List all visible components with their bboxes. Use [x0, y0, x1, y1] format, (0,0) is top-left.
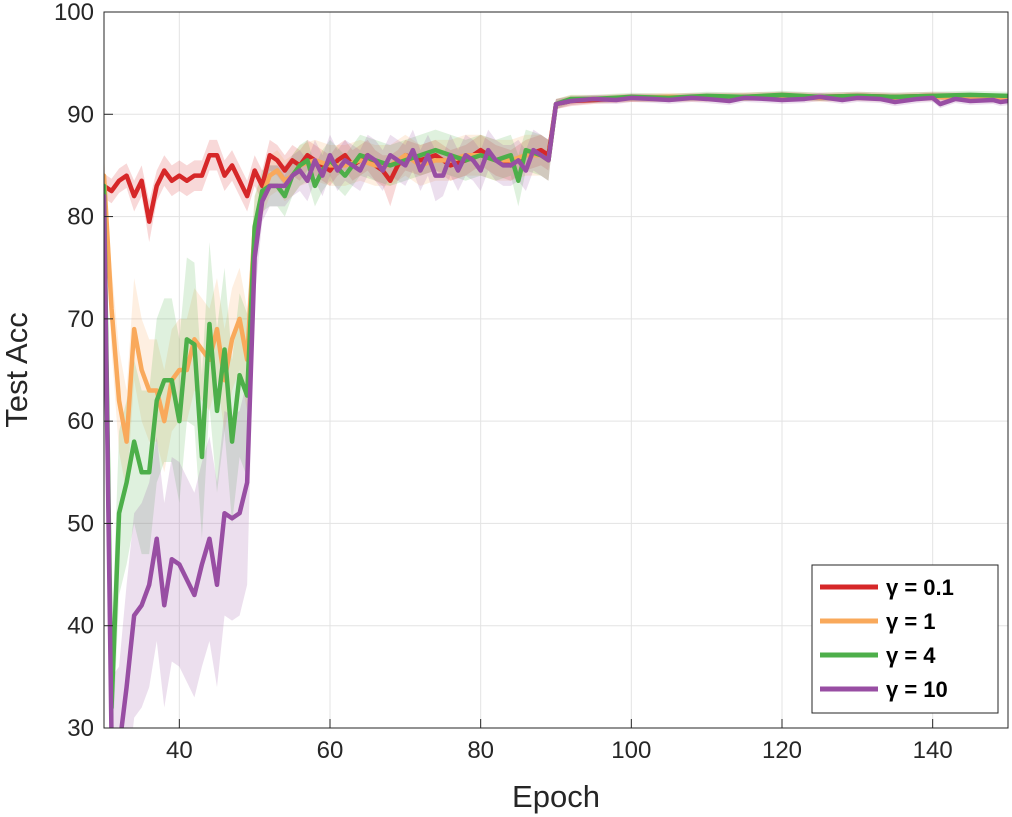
legend-label-3: γ = 10: [886, 677, 948, 702]
legend-label-2: γ = 4: [886, 643, 936, 668]
x-tick-label: 140: [913, 737, 953, 764]
y-tick-label: 90: [67, 101, 94, 128]
x-tick-label: 60: [317, 737, 344, 764]
x-tick-label: 80: [467, 737, 494, 764]
y-tick-label: 80: [67, 204, 94, 231]
y-axis-label: Test Acc: [0, 312, 34, 427]
legend-label-0: γ = 0.1: [886, 575, 954, 600]
y-tick-label: 60: [67, 408, 94, 435]
legend: γ = 0.1 γ = 1 γ = 4 γ = 10: [811, 564, 999, 714]
x-axis-ticks: 40 60 80 100 120 140: [166, 719, 953, 764]
x-tick-label: 120: [762, 737, 802, 764]
plot-frame: [103, 11, 1009, 729]
y-tick-label: 30: [67, 715, 94, 742]
y-axis-ticks: 30 40 50 60 70 80 90 100: [54, 0, 113, 742]
series-band-3: [104, 92, 1008, 728]
legend-label-1: γ = 1: [886, 609, 936, 634]
series-line-3: [104, 94, 1008, 728]
x-tick-label: 40: [166, 737, 193, 764]
x-tick-label: 100: [611, 737, 651, 764]
y-tick-label: 70: [67, 306, 94, 333]
y-tick-label: 40: [67, 613, 94, 640]
x-axis-label: Epoch: [512, 779, 600, 814]
y-tick-label: 50: [67, 510, 94, 537]
series-lines: [104, 92, 1008, 728]
grid-lines: [104, 12, 1008, 728]
y-tick-label: 100: [54, 0, 94, 26]
